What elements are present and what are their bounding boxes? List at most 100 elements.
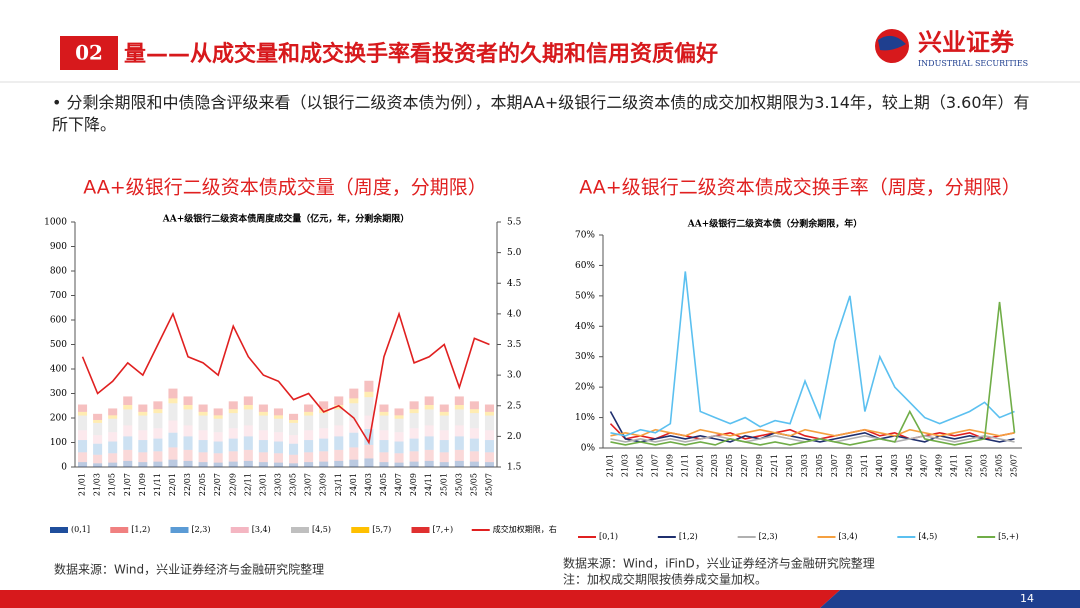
legend-label: [5,7) — [372, 525, 391, 534]
x-tick-label: 24/03 — [364, 473, 373, 496]
bar — [424, 405, 434, 410]
bar — [469, 451, 479, 462]
x-tick-label: 25/01 — [965, 454, 974, 477]
bar — [364, 429, 374, 445]
bar — [168, 459, 178, 467]
x-tick-label: 21/11 — [680, 454, 689, 477]
bar — [138, 430, 148, 441]
x-tick-label: 24/11 — [424, 473, 433, 496]
line — [610, 301, 1016, 446]
bar — [289, 413, 299, 420]
bar — [258, 411, 268, 416]
bar — [213, 453, 223, 463]
bar — [304, 415, 314, 431]
y2-tick-label: 4.0 — [507, 309, 522, 319]
bar — [108, 462, 118, 467]
x-tick-label: 23/11 — [860, 454, 869, 477]
x-tick-label: 22/11 — [770, 454, 779, 477]
bar — [484, 404, 494, 412]
bar — [319, 438, 329, 452]
bar — [228, 438, 238, 452]
x-tick-label: 23/07 — [304, 473, 313, 496]
x-tick-label: 21/01 — [605, 454, 614, 477]
bar — [319, 401, 329, 410]
bar — [484, 415, 494, 431]
x-tick-label: 22/07 — [213, 473, 222, 496]
bar — [168, 403, 178, 421]
y-tick-label: 50% — [575, 291, 595, 301]
x-tick-label: 21/09 — [665, 454, 674, 477]
bar — [409, 428, 419, 439]
bar — [394, 432, 404, 442]
bar — [273, 453, 283, 463]
y-tick-label: 800 — [50, 267, 67, 277]
x-tick-label: 24/05 — [905, 454, 914, 477]
bar — [93, 413, 103, 420]
bar — [183, 409, 193, 426]
bar — [123, 425, 133, 437]
x-tick-label: 25/05 — [995, 454, 1004, 477]
bar — [78, 440, 88, 453]
legend-label: [4,5) — [918, 532, 937, 541]
x-tick-label: 22/07 — [740, 454, 749, 477]
y-tick-label: 900 — [50, 242, 67, 252]
bar — [334, 396, 344, 406]
bar — [123, 436, 133, 450]
x-tick-label: 21/03 — [93, 473, 102, 496]
bar — [78, 404, 88, 412]
bar — [258, 430, 268, 441]
legend-swatch — [50, 527, 68, 533]
y2-tick-label: 3.5 — [507, 340, 522, 350]
bar — [93, 422, 103, 436]
bar — [183, 436, 193, 450]
source: 数据来源：Wind，iFinD，兴业证券经济与金融研究院整理 — [563, 556, 875, 571]
bar — [183, 460, 193, 467]
legend-label: [1,2) — [679, 532, 698, 541]
bullet-text: 分剩余期限和中债隐含评级来看（以银行二级资本债为例），本期AA+级银行二级资本债… — [52, 93, 1030, 134]
bar — [213, 462, 223, 467]
bar — [304, 452, 314, 463]
x-tick-label: 22/03 — [183, 473, 192, 496]
x-tick-label: 21/01 — [78, 473, 87, 496]
y-tick-label: 0% — [581, 444, 596, 454]
x-tick-label: 22/01 — [168, 473, 177, 496]
bar — [108, 453, 118, 463]
y2-tick-label: 5.5 — [507, 218, 522, 228]
chart-heading: AA+级银行二级资本债成交量（周度，分期限） — [83, 177, 486, 199]
x-tick-label: 21/03 — [620, 454, 629, 477]
bar — [484, 411, 494, 416]
bar — [138, 452, 148, 463]
footer-blue — [820, 590, 1080, 608]
x-tick-label: 22/05 — [725, 454, 734, 477]
bar — [394, 462, 404, 467]
bar — [454, 396, 464, 406]
y2-tick-label: 5.0 — [507, 248, 522, 258]
bar — [454, 425, 464, 437]
bar — [394, 415, 404, 419]
x-tick-label: 25/01 — [439, 473, 448, 496]
y-tick-label: 300 — [50, 389, 67, 399]
bar — [168, 388, 178, 399]
x-tick-label: 23/09 — [319, 473, 328, 496]
x-tick-label: 23/03 — [273, 473, 282, 496]
x-tick-label: 22/09 — [755, 454, 764, 477]
bar — [273, 432, 283, 442]
bar — [138, 404, 148, 412]
bar — [484, 440, 494, 453]
bar — [183, 405, 193, 410]
bar — [168, 447, 178, 460]
bar — [243, 436, 253, 450]
y-tick-label: 400 — [50, 365, 67, 375]
bar — [198, 452, 208, 463]
bar — [454, 409, 464, 426]
bar — [258, 452, 268, 463]
legend-label: (0,1] — [71, 525, 90, 534]
bar — [289, 419, 299, 423]
bar — [198, 415, 208, 431]
x-tick-label: 24/07 — [920, 454, 929, 477]
bar — [153, 413, 163, 429]
bar — [454, 405, 464, 410]
line — [610, 428, 1015, 437]
legend-label: [0,1) — [599, 532, 618, 541]
y-tick-label: 70% — [575, 231, 595, 241]
